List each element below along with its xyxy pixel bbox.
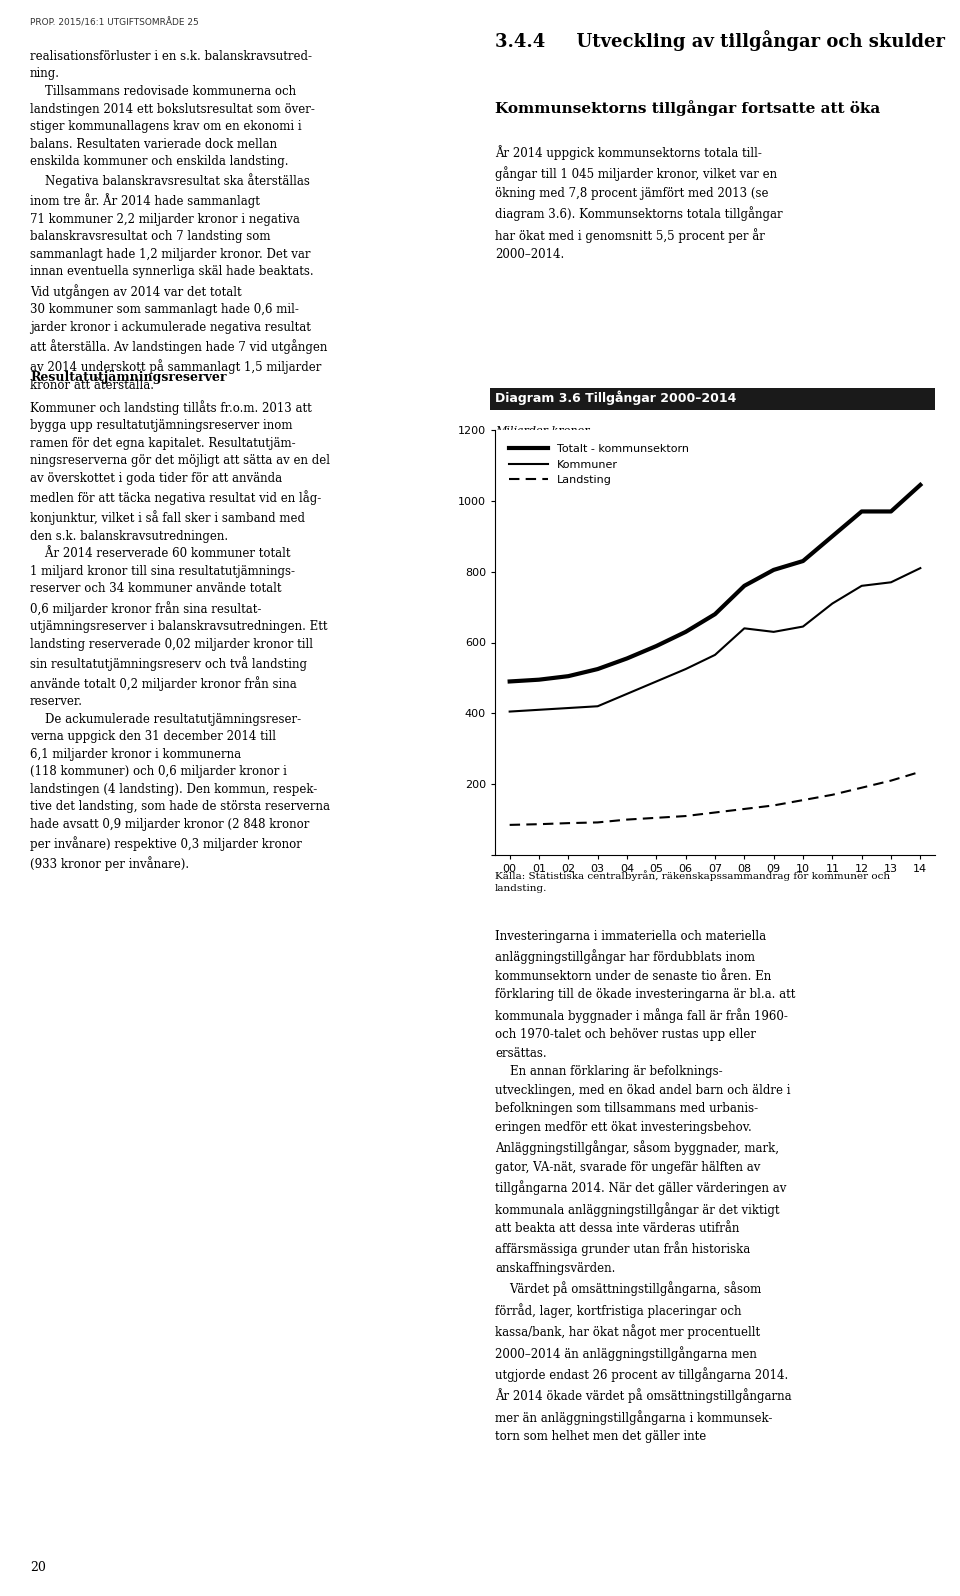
Text: Miljarder kronor: Miljarder kronor bbox=[495, 426, 589, 436]
Text: Kommuner och landsting tillåts fr.o.m. 2013 att
bygga upp resultatutjämningsrese: Kommuner och landsting tillåts fr.o.m. 2… bbox=[30, 401, 330, 871]
Text: Resultatutjämningsreserver: Resultatutjämningsreserver bbox=[30, 370, 227, 385]
Text: 3.4.4     Utveckling av tillgångar och skulder: 3.4.4 Utveckling av tillgångar och skuld… bbox=[495, 30, 945, 51]
Text: År 2014 uppgick kommunsektorns totala till-
gångar till 1 045 miljarder kronor, : År 2014 uppgick kommunsektorns totala ti… bbox=[495, 145, 782, 262]
Legend: Totalt - kommunsektorn, Kommuner, Landsting: Totalt - kommunsektorn, Kommuner, Landst… bbox=[505, 440, 694, 490]
Text: Diagram 3.6 Tillgångar 2000–2014: Diagram 3.6 Tillgångar 2000–2014 bbox=[495, 389, 736, 404]
Text: Investeringarna i immateriella och materiella
anläggningstillgångar har fördubbl: Investeringarna i immateriella och mater… bbox=[495, 930, 796, 1443]
Bar bbox=[490, 388, 935, 410]
Text: realisationsförluster i en s.k. balanskravsutred-
ning.
    Tillsammans redovisa: realisationsförluster i en s.k. balanskr… bbox=[30, 49, 327, 391]
Text: Kommunsektorns tillgångar fortsatte att öka: Kommunsektorns tillgångar fortsatte att … bbox=[495, 101, 880, 117]
Text: PROP. 2015/16:1 UTGIFTSOMRÅDE 25: PROP. 2015/16:1 UTGIFTSOMRÅDE 25 bbox=[30, 18, 199, 27]
Text: Källa: Statistiska centralbyrån, räkenskapssammandrag för kommuner och
landsting: Källa: Statistiska centralbyrån, räkensk… bbox=[495, 870, 890, 892]
Text: 20: 20 bbox=[30, 1561, 46, 1574]
